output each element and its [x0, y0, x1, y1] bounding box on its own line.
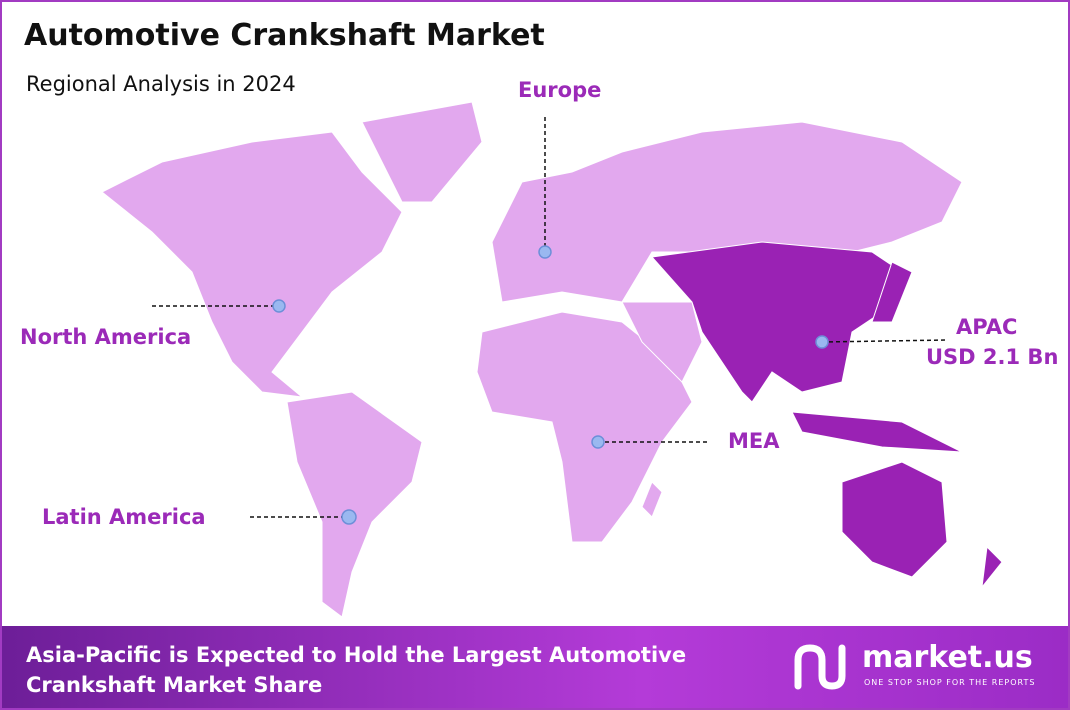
middle-east [621, 301, 703, 383]
marker [341, 509, 357, 525]
footer-banner: Asia-Pacific is Expected to Hold the Lar… [2, 626, 1068, 708]
region-label: Europe [518, 78, 602, 102]
japan [871, 261, 913, 323]
region-label: APAC [956, 315, 1018, 339]
australia [841, 461, 948, 578]
madagascar [641, 481, 663, 518]
apac-region [651, 241, 1003, 589]
africa [476, 311, 693, 543]
region-label: North America [20, 325, 192, 349]
north-america [101, 131, 403, 398]
marker [591, 435, 605, 449]
greenland [361, 101, 483, 203]
title: Automotive Crankshaft Market [24, 18, 545, 53]
region-label: Latin America [42, 505, 206, 529]
indonesia [791, 411, 963, 453]
region-value: USD 2.1 Bn [926, 345, 1059, 369]
logo-mark [794, 644, 846, 690]
leader-lines [152, 117, 948, 518]
continents [101, 101, 963, 618]
markers [272, 245, 829, 525]
subtitle: Regional Analysis in 2024 [26, 72, 296, 96]
marker [272, 299, 286, 313]
brand-name[interactable]: market.us [862, 640, 1033, 675]
marker [538, 245, 552, 259]
asia [651, 241, 903, 403]
footer-text: Asia-Pacific is Expected to Hold the Lar… [26, 643, 687, 697]
new-zealand [981, 545, 1003, 589]
marker [815, 335, 829, 349]
region-label: MEA [728, 429, 780, 453]
europe-russia [491, 121, 963, 303]
brand-tagline: ONE STOP SHOP FOR THE REPORTS [864, 678, 1036, 687]
brand-logo [794, 644, 846, 690]
south-america [286, 391, 423, 618]
